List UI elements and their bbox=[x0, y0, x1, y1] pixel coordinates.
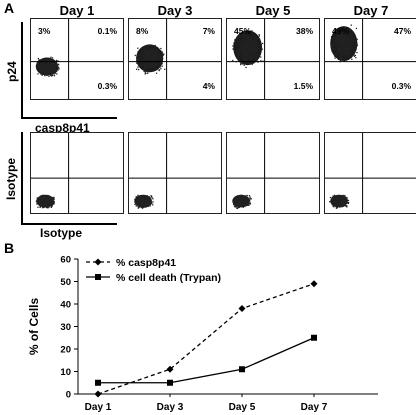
scatter-cloud bbox=[35, 194, 55, 209]
series-line-2 bbox=[98, 337, 315, 384]
quadrant-pct-lr: 0.3% bbox=[391, 81, 411, 91]
quadrant-pct-lr: 1.5% bbox=[293, 81, 313, 91]
quadrant-pct-lr: 0.3% bbox=[97, 81, 117, 91]
x-tick-label: Day 5 bbox=[229, 402, 256, 413]
quadrant-pct-ul: 8% bbox=[136, 26, 149, 36]
bottom-flow-plot-1 bbox=[30, 132, 124, 214]
bottom-flow-plot-2 bbox=[128, 132, 222, 214]
legend-marker-square bbox=[95, 274, 101, 280]
y-axis-title: % of Cells bbox=[27, 298, 41, 356]
top-flow-plot-4: 49% 47% 0.3% bbox=[324, 18, 416, 100]
legend-label-1: % casp8p41 bbox=[116, 257, 176, 269]
scatter-cloud bbox=[134, 44, 166, 75]
top-row-x-axis-arrow bbox=[21, 117, 117, 119]
quadrant-pct-ur: 47% bbox=[393, 26, 411, 36]
data-point-diamond bbox=[94, 390, 102, 398]
data-point-square bbox=[311, 334, 317, 341]
data-point-square bbox=[239, 366, 245, 373]
data-point-diamond bbox=[310, 280, 318, 288]
bottom-row-y-axis-arrow bbox=[21, 132, 23, 224]
quadrant-pct-lr: 4% bbox=[202, 81, 215, 91]
y-tick-label: 10 bbox=[60, 367, 71, 378]
line-chart: 0 10 20 30 40 50 60 % of Cells Day 1 Day 3 Day 5 Da… bbox=[27, 255, 378, 413]
quadrant-pct-ul: 49% bbox=[332, 26, 350, 36]
top-flow-plot-2: 8% 7% 4% bbox=[128, 18, 222, 100]
day-title-3: Day 3 bbox=[157, 3, 193, 18]
bottom-flow-plot-3 bbox=[226, 132, 320, 214]
x-tick-label: Day 3 bbox=[157, 402, 184, 413]
top-flow-plot-3: 45% 38% 1.5% bbox=[226, 18, 320, 100]
data-point-square bbox=[167, 379, 173, 386]
day-title-5: Day 5 bbox=[255, 3, 291, 18]
legend-marker-diamond bbox=[94, 258, 102, 266]
legend-label-2: % cell death (Trypan) bbox=[116, 272, 221, 284]
scatter-cloud bbox=[35, 56, 60, 77]
y-tick-label: 30 bbox=[60, 322, 71, 333]
y-tick-label: 50 bbox=[60, 277, 71, 288]
data-point-diamond bbox=[238, 305, 246, 312]
day-title-7: Day 7 bbox=[353, 3, 389, 18]
top-row-y-label: p24 bbox=[5, 61, 19, 82]
quadrant-pct-ur: 7% bbox=[202, 26, 215, 36]
scatter-cloud bbox=[232, 30, 264, 69]
top-flow-plot-1: 3% 0.1% 0.3% bbox=[30, 18, 124, 100]
bottom-row-x-axis-arrow bbox=[21, 223, 117, 225]
quadrant-pct-ul: 3% bbox=[38, 26, 51, 36]
data-point-square bbox=[95, 379, 101, 386]
scatter-cloud bbox=[329, 194, 350, 209]
y-tick-label: 20 bbox=[60, 345, 71, 356]
data-point-diamond bbox=[166, 365, 174, 373]
series-line-1 bbox=[97, 283, 315, 395]
bottom-row-x-label: Isotype bbox=[40, 226, 83, 240]
x-tick-label: Day 7 bbox=[301, 402, 328, 413]
quadrant-pct-ul: 45% bbox=[234, 26, 252, 36]
bottom-row-y-label: Isotype bbox=[4, 157, 18, 200]
top-row-y-axis-arrow bbox=[21, 22, 23, 118]
panel-b-label: B bbox=[4, 240, 15, 256]
y-tick-label: 40 bbox=[60, 300, 71, 311]
scatter-cloud bbox=[134, 194, 154, 209]
quadrant-pct-ur: 0.1% bbox=[97, 26, 117, 36]
x-tick-label: Day 1 bbox=[85, 402, 112, 413]
y-tick-label: 0 bbox=[66, 390, 71, 401]
panel-a-label: A bbox=[4, 0, 15, 16]
quadrant-pct-ur: 38% bbox=[295, 26, 313, 36]
bottom-flow-plot-4 bbox=[324, 132, 416, 214]
top-row-x-label: casp8p41 bbox=[35, 121, 90, 135]
y-tick-label: 60 bbox=[60, 255, 71, 266]
scatter-cloud bbox=[330, 24, 359, 63]
scatter-cloud bbox=[232, 194, 252, 209]
day-title-1: Day 1 bbox=[59, 3, 95, 18]
